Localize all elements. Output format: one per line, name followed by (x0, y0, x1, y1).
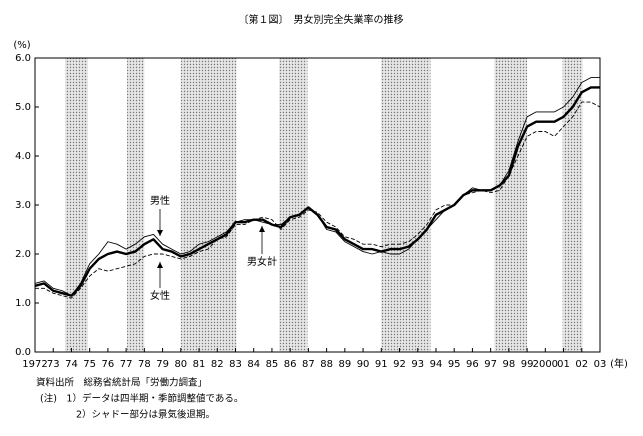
recession-band (180, 58, 237, 352)
series-label: 男性 (150, 194, 170, 207)
x-tick-label: 2000 (533, 359, 558, 370)
x-tick-label: 74 (65, 359, 78, 370)
x-tick-label: 93 (411, 359, 424, 370)
x-tick-label: 03 (594, 359, 607, 370)
y-tick-label: 3.0 (15, 200, 31, 211)
x-tick-label: 85 (266, 359, 279, 370)
x-tick-label: 77 (120, 359, 133, 370)
x-tick-label: 88 (320, 359, 333, 370)
series-line (35, 101, 601, 299)
y-tick-label: 4.0 (15, 151, 31, 162)
x-tick-label: 82 (211, 359, 224, 370)
recession-band (381, 58, 431, 352)
x-tick-label: 94 (430, 359, 443, 370)
arrow-head (157, 230, 163, 236)
x-tick-label: 79 (156, 359, 169, 370)
y-tick-label: 2.0 (15, 249, 31, 260)
x-tick-label: 98 (503, 359, 516, 370)
recession-band (562, 58, 583, 352)
series-label: 女性 (150, 289, 170, 302)
recession-band (127, 58, 145, 352)
x-tick-label: 78 (138, 359, 151, 370)
chart-title: 〔第１図〕 男女別完全失業率の推移 (239, 13, 404, 26)
x-tick-label: 76 (102, 359, 115, 370)
x-tick-label: 95 (448, 359, 461, 370)
recession-band (65, 58, 88, 352)
x-unit: (年) (610, 357, 628, 370)
x-tick-label: 90 (357, 359, 370, 370)
y-unit: (%) (13, 40, 30, 51)
x-tick-label: 83 (229, 359, 242, 370)
x-tick-label: 96 (466, 359, 479, 370)
arrow-head (157, 262, 163, 268)
x-tick-label: 73 (47, 359, 60, 370)
series-label: 男女計 (247, 255, 277, 268)
x-tick-label: 97 (484, 359, 497, 370)
note: 2）シャドー部分は景気後退期。 (76, 409, 215, 421)
x-tick-label: 91 (375, 359, 388, 370)
x-tick-label: 1972 (22, 359, 47, 370)
x-tick-label: 81 (193, 359, 206, 370)
x-tick-label: 87 (302, 359, 315, 370)
x-tick-label: 92 (393, 359, 406, 370)
y-tick-label: 6.0 (15, 53, 31, 64)
x-tick-label: 86 (284, 359, 297, 370)
y-tick-label: 1.0 (15, 298, 31, 309)
x-tick-label: 75 (83, 359, 96, 370)
series-line (34, 86, 600, 297)
x-tick-label: 89 (338, 359, 351, 370)
x-tick-label: 02 (575, 359, 588, 370)
x-tick-label: 99 (521, 359, 534, 370)
source: 資料出所 総務省統計局「労働力調査」 (36, 377, 207, 389)
recession-band (279, 58, 308, 352)
arrow-head (259, 226, 265, 232)
recession-band (494, 58, 528, 352)
y-tick-label: 5.0 (15, 102, 31, 113)
x-tick-label: 84 (247, 359, 260, 370)
y-tick-label: 0.0 (15, 347, 31, 358)
x-tick-label: 80 (174, 359, 187, 370)
x-tick-label: 01 (557, 359, 570, 370)
note: (注) 1）データは四半期・季節調整値である。 (40, 393, 243, 405)
